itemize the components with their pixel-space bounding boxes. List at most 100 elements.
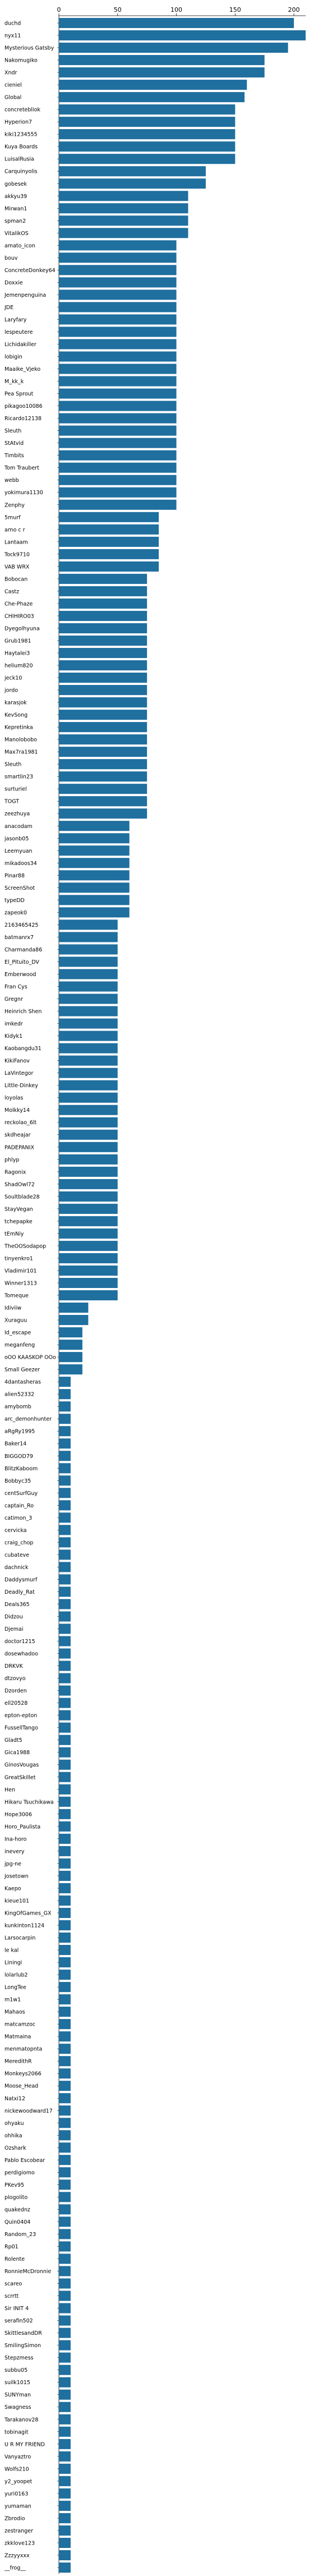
category-label: Idiviiw	[4, 1305, 21, 1312]
bar	[59, 1673, 71, 1683]
category-label: amybomb	[4, 1404, 31, 1410]
category-label: scareo	[4, 2281, 22, 2287]
bar	[59, 462, 177, 473]
category-label: SmilingSimon	[4, 2343, 41, 2349]
bar	[59, 2389, 71, 2400]
category-label: phlyp	[4, 1157, 19, 1163]
bar	[59, 1216, 118, 1226]
category-label: anacodam	[4, 824, 33, 830]
category-label: ohhika	[4, 2133, 22, 2139]
bar	[59, 1784, 71, 1795]
category-label: TheOOSodapop	[4, 1243, 46, 1249]
category-label: Ragonix	[4, 1169, 26, 1175]
category-label: GinosVougas	[4, 1762, 39, 1768]
bar	[59, 289, 177, 300]
bar	[59, 1809, 71, 1819]
bar	[59, 981, 118, 992]
category-label: StayVegan	[4, 1206, 33, 1212]
bar	[59, 1747, 71, 1758]
category-label: kunkinton1124	[4, 1922, 44, 1929]
bar	[59, 512, 159, 522]
bar	[59, 2500, 71, 2511]
category-label: cubateve	[4, 1552, 29, 1558]
bar	[59, 586, 147, 596]
category-label: menmatopnta	[4, 2046, 42, 2053]
category-label: VitalikOS	[4, 231, 29, 237]
bar	[59, 660, 147, 671]
category-label: Baker14	[4, 1441, 26, 1447]
bar	[59, 117, 236, 127]
category-label: Zzzyyxxx	[4, 2552, 30, 2559]
category-label: spman2	[4, 218, 26, 224]
category-label: Hope3006	[4, 1811, 32, 1818]
bars-group	[59, 17, 306, 2573]
category-label: ell20528	[4, 1700, 27, 1706]
x-tick-label: 200	[288, 6, 300, 13]
bar	[59, 1166, 118, 1177]
category-label: Charmanda86	[4, 947, 42, 953]
bar	[59, 697, 147, 708]
category-label: captain_Ro	[4, 1503, 34, 1509]
bar	[59, 2414, 71, 2425]
category-label: webb	[4, 477, 19, 484]
category-label: jeck10	[4, 675, 22, 682]
category-label: LongTee	[4, 1985, 26, 1991]
bar	[59, 1117, 118, 1128]
bar	[59, 635, 147, 646]
category-label: __frog__	[4, 2565, 26, 2571]
bar	[59, 759, 147, 770]
category-label: Tomeque	[4, 1293, 29, 1299]
bar	[59, 710, 147, 720]
category-label: SUNYman	[4, 2392, 31, 2398]
bar	[59, 425, 177, 436]
category-label: Moose_Head	[4, 2083, 38, 2090]
category-label: reckolao_6lt	[4, 1120, 36, 1126]
category-label: Matmaina	[4, 2034, 31, 2040]
category-label: Winner1313	[4, 1280, 37, 1286]
bar	[59, 1870, 71, 1881]
bar	[59, 1488, 71, 1498]
bar	[59, 1821, 71, 1832]
bar	[59, 2105, 71, 2116]
category-label: bouv	[4, 255, 18, 261]
category-label: loyolas	[4, 1095, 23, 1101]
category-label: BIGGOD79	[4, 1453, 33, 1460]
bar	[59, 1895, 71, 1906]
category-label: Timbits	[4, 453, 24, 459]
bar	[59, 2426, 71, 2437]
bar	[59, 376, 177, 387]
bar	[59, 1512, 71, 1523]
bar	[59, 1327, 82, 1338]
category-label: suilk1015	[4, 2380, 30, 2386]
bar	[59, 1944, 71, 1956]
category-label: Tarakanov28	[4, 2417, 38, 2423]
bar	[59, 784, 147, 794]
category-label: centSurfGuy	[4, 1491, 38, 1497]
category-label: Little-Dinkey	[4, 1083, 38, 1089]
x-tick-label: 50	[114, 6, 122, 13]
category-label: Max7ra1981	[4, 749, 38, 756]
bar	[59, 2352, 71, 2363]
category-label: Laryfary	[4, 317, 27, 323]
bar	[59, 92, 245, 103]
category-label: CHIHIRO03	[4, 613, 34, 619]
bar	[59, 129, 236, 140]
category-label: KikiFanov	[4, 1058, 30, 1064]
category-label: serafin502	[4, 2318, 33, 2324]
bar	[59, 524, 159, 535]
bar	[59, 549, 159, 559]
bar	[59, 598, 147, 609]
category-label: Rp01	[4, 2244, 19, 2250]
bar	[59, 1414, 71, 1424]
category-label: perdigiomo	[4, 2170, 35, 2176]
category-label: oOO KAASKOP OOo	[4, 1355, 56, 1361]
bar	[59, 1129, 118, 1140]
category-label: LaVintegor	[4, 1070, 33, 1077]
category-label: jasonb05	[4, 836, 29, 842]
bar	[59, 487, 177, 498]
category-label: U R MY FRIEND	[4, 2441, 45, 2448]
category-label: plogolito	[4, 2195, 27, 2201]
bar	[59, 1389, 71, 1400]
category-label: batmanrx7	[4, 935, 34, 941]
bar	[59, 499, 177, 510]
